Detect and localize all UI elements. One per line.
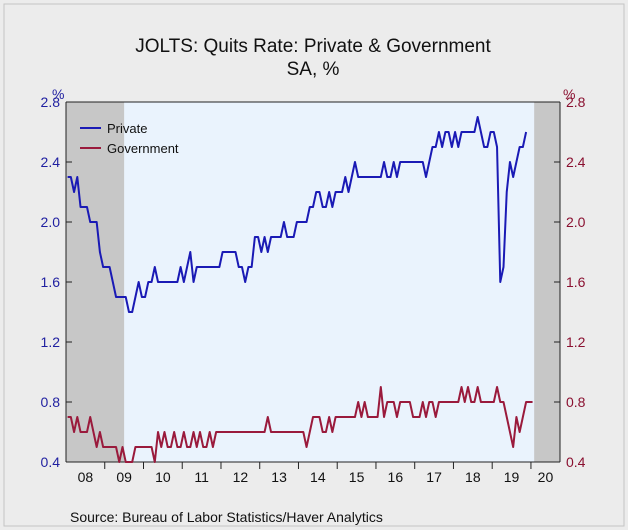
left-tick-label: 2.0 [41,214,61,230]
x-tick-label: 16 [388,469,404,485]
left-tick-label: 0.8 [41,394,61,410]
legend-label-private: Private [107,121,147,136]
x-tick-label: 12 [233,469,249,485]
chart-subtitle: SA, % [287,59,340,80]
x-tick-label: 17 [426,469,442,485]
x-tick-label: 19 [504,469,520,485]
left-tick-label: 2.8 [41,94,61,110]
left-axis-unit: % [52,86,64,102]
x-tick-label: 08 [78,469,94,485]
source-note: Source: Bureau of Labor Statistics/Haver… [70,509,383,525]
left-tick-label: 1.6 [41,274,61,290]
left-tick-label: 0.4 [41,454,61,470]
left-tick-label: 1.2 [41,334,61,350]
right-tick-label: 1.6 [566,274,586,290]
x-tick-label: 11 [194,469,209,485]
right-tick-label: 0.4 [566,454,586,470]
series-line-government [67,386,533,463]
series-line-private [67,116,528,313]
right-tick-label: 0.8 [566,394,586,410]
x-tick-label: 14 [310,469,326,485]
right-tick-label: 1.2 [566,334,586,350]
x-tick-label: 15 [349,469,365,485]
legend-label-government: Government [107,141,179,156]
plot-background [66,102,560,462]
x-tick-label: 10 [155,469,171,485]
recession-band-1 [66,102,125,462]
left-tick-label: 2.4 [41,154,61,170]
x-tick-label: 09 [116,469,132,485]
x-tick-label: 18 [465,469,481,485]
plot-area: 2.8 2.8 2.4 2.4 2.0 2.0 1.6 1.6 1.2 1.2 0.8 0.8 0.4 0… [41,94,586,485]
right-tick-label: 2.4 [566,154,586,170]
right-tick-label: 2.8 [566,94,586,110]
x-tick-label: 13 [271,469,287,485]
right-tick-label: 2.0 [566,214,586,230]
chart-title: JOLTS: Quits Rate: Private & Government [135,36,491,57]
x-tick-label: 20 [538,469,554,485]
right-axis-unit: % [563,86,575,102]
